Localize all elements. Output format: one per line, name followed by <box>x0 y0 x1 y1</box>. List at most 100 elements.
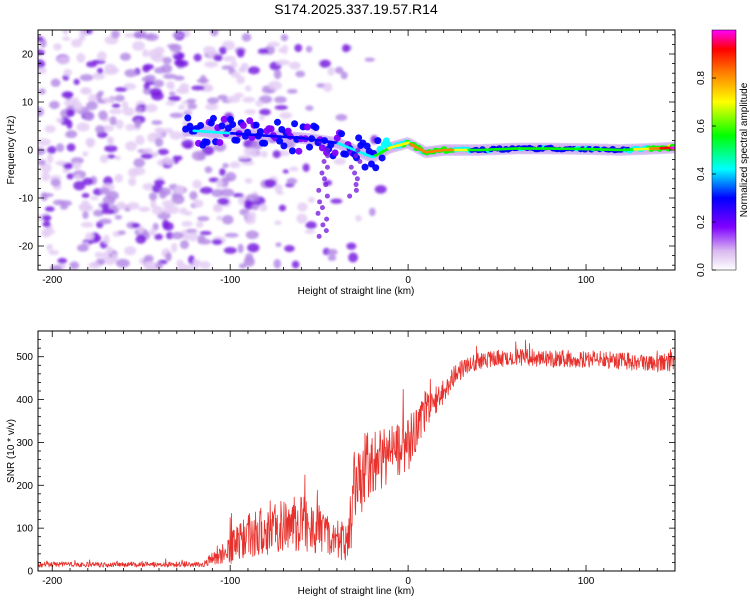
spectrogram-noise-cell <box>219 46 227 55</box>
spectrogram-noise-cell <box>259 108 271 116</box>
spectrogram-noise-cell <box>199 230 212 236</box>
spectrogram-band-cell <box>378 154 386 162</box>
spectrogram-noise-cell <box>151 205 164 215</box>
spectrogram-streak-cell <box>316 187 322 193</box>
spectrogram-noise-cell <box>236 75 246 85</box>
spectrogram-noise-cell <box>71 38 83 48</box>
spectrogram-noise-cell <box>152 132 165 139</box>
spectrogram-noise-cell <box>123 82 137 90</box>
spectrogram-noise-cell <box>102 97 116 103</box>
spectrogram-noise-cell <box>47 146 57 154</box>
spectrogram-noise-cell <box>241 33 252 42</box>
spectrogram-noise-cell <box>137 225 144 234</box>
spectrogram-streak-cell <box>325 147 331 153</box>
spectrogram-band-cell <box>276 137 284 145</box>
spectrogram-noise-cell <box>38 147 46 156</box>
spectrogram-noise-cell <box>176 87 190 95</box>
spectrogram-band-cell <box>361 163 369 171</box>
spectrogram-noise-cell <box>157 148 169 156</box>
spectrogram-noise-cell <box>223 246 237 254</box>
spectrogram-band-cell <box>312 124 320 132</box>
spectrogram-noise-cell <box>245 230 259 240</box>
spectrogram-noise-cell <box>193 53 202 62</box>
spectrogram-noise-cell <box>44 206 55 212</box>
spectrogram-noise-cell <box>176 155 183 161</box>
spectrogram-noise-cell <box>244 199 252 207</box>
spectrogram-noise-cell <box>212 204 224 213</box>
spectrogram-noise-cell <box>334 66 344 74</box>
spectrogram-noise-cell <box>162 56 172 65</box>
spectrogram-noise-cell <box>73 180 86 191</box>
spectrogram-noise-cell <box>172 32 184 38</box>
spectrogram-noise-cell <box>133 158 145 168</box>
spectrogram-noise-cell <box>143 63 154 70</box>
snr-y-tick-label: 100 <box>16 524 33 535</box>
colorbar-label: Normalized spectral amplitude <box>739 82 750 217</box>
spectrogram-noise-cell <box>273 258 282 269</box>
spectrogram-noise-cell <box>197 215 210 222</box>
spectrogram-streak-cell <box>325 153 331 159</box>
spectrogram-noise-cell <box>98 218 112 225</box>
spectrogram-noise-cell <box>169 112 184 119</box>
spectrogram-noise-cell <box>217 197 230 206</box>
spectrogram-noise-cell <box>237 155 250 160</box>
spectrogram-band-cell <box>267 125 275 133</box>
spectrogram-noise-cell <box>260 150 268 158</box>
spectrogram-noise-cell <box>102 234 110 245</box>
spectrogram-noise-cell <box>216 215 224 221</box>
spectrogram-x-ticks: -200 -100 0 100 <box>42 30 676 286</box>
spectrogram-noise-cell <box>142 148 153 153</box>
spectrogram-noise-cell <box>289 166 299 172</box>
spectrogram-noise-cell <box>238 66 245 73</box>
spectrogram-noise-cell <box>178 104 186 110</box>
spectrogram-streak-cell <box>324 216 330 222</box>
spectrogram-noise-cell <box>341 44 350 53</box>
spectrogram-noise-cell <box>86 139 95 148</box>
spectrogram-noise-cell <box>48 249 60 256</box>
spectrogram-noise-cell <box>246 193 260 202</box>
spectrogram-noise-cell <box>105 190 119 201</box>
spectrogram-band-cell <box>261 139 269 147</box>
spectrogram-noise-cell <box>82 151 89 157</box>
spectrogram-noise-cell <box>165 231 174 240</box>
spectrogram-noise-cell <box>143 82 150 90</box>
spectrogram-noise-cell <box>38 107 45 117</box>
spectrogram-noise-cell <box>38 88 46 95</box>
spectrogram-streak-cell <box>354 176 360 182</box>
spectrogram-noise-cell <box>154 67 166 74</box>
spectrogram-noise-cell <box>114 215 123 220</box>
spectrogram-noise-cell <box>94 251 103 259</box>
spectrogram-noise-cell <box>307 196 315 203</box>
spectrogram-noise-cell <box>83 111 95 121</box>
spectrogram-noise-cell <box>187 103 198 110</box>
spectrogram-noise-cell <box>205 103 219 111</box>
spectrogram-noise-cell <box>297 202 308 212</box>
spectrogram-noise-cell <box>216 179 224 189</box>
snr-y-tick-label: 400 <box>16 395 33 406</box>
spectrogram-streak-cell <box>353 182 359 188</box>
spectrogram-noise-cell <box>243 147 258 156</box>
spectrogram-noise-cell <box>60 204 68 210</box>
spectrogram-noise-cell <box>140 153 153 159</box>
spectrogram-streak-cell <box>323 228 329 234</box>
spectrogram-noise-cell <box>41 228 55 236</box>
spectrogram-noise-cell <box>116 201 126 210</box>
spectrogram-noise-cell <box>275 242 282 248</box>
spectrogram-noise-cell <box>142 49 149 58</box>
spectrogram-noise-cell <box>333 157 347 165</box>
spectrogram-noise-cell <box>50 178 61 187</box>
spectrogram-noise-cell <box>237 243 244 254</box>
spectrogram-noise-cell <box>355 214 362 222</box>
spectrogram-streak-cell <box>319 205 325 211</box>
spectrogram-noise-cell <box>61 91 74 99</box>
spectrogram-noise-cell <box>192 199 204 208</box>
spectrogram-y-tick-label: 10 <box>22 98 34 109</box>
spectrogram-noise-cell <box>295 70 306 78</box>
spectrogram-noise-cell <box>156 127 165 134</box>
spectrogram-noise-cell <box>296 213 308 224</box>
spectrogram-noise-cell <box>151 53 165 63</box>
spectrogram-noise-cell <box>236 48 245 58</box>
snr-panel: -200 -100 0 100 0 100 200 300 400 500 Height of … <box>6 330 676 597</box>
